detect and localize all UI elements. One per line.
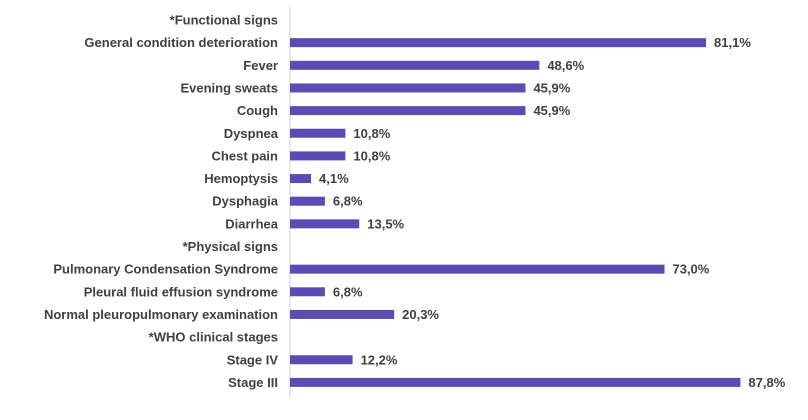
bar [290,106,526,116]
bar [290,174,312,184]
value-label: 73,0% [672,262,709,277]
category-label: Dysphagia [212,194,279,209]
category-label: Hemoptysis [204,171,278,186]
bar [290,287,325,297]
value-label: 4,1% [319,171,349,186]
bar [290,60,540,70]
value-label: 10,8% [353,126,390,141]
bar [290,128,346,138]
value-label: 6,8% [333,194,363,209]
value-label: 10,8% [353,148,390,163]
bar [290,264,665,274]
value-label: 20,3% [402,307,439,322]
bar [290,219,360,229]
category-label: *WHO clinical stages [149,330,278,345]
bar [290,309,395,319]
value-label: 45,9% [533,103,570,118]
value-label: 13,5% [367,216,404,231]
value-label: 45,9% [533,80,570,95]
value-label: 12,2% [361,352,398,367]
bar [290,83,526,93]
bar [290,355,353,365]
category-label: *Physical signs [183,239,278,254]
category-label: *Functional signs [170,13,278,28]
value-label: 6,8% [333,284,363,299]
bar [290,151,346,161]
category-label: Pulmonary Condensation Syndrome [53,262,278,277]
category-label: Dyspnea [224,126,279,141]
category-label: Chest pain [212,148,279,163]
bar [290,38,707,48]
category-label: Stage IV [227,352,279,367]
category-label: Stage III [228,375,278,390]
category-label: Evening sweats [180,80,278,95]
bar [290,196,325,206]
category-label: Cough [237,103,278,118]
category-label: Normal pleuropulmonary examination [44,307,278,322]
chart-rows: *Functional signs General condition deter… [44,13,786,390]
value-label: 48,6% [547,58,584,73]
category-label: General condition deterioration [84,35,278,50]
value-label: 81,1% [714,35,751,50]
category-label: Pleural fluid effusion syndrome [84,284,278,299]
value-label: 87,8% [748,375,785,390]
category-label: Fever [243,58,278,73]
bar [290,377,741,387]
category-label: Diarrhea [225,216,279,231]
